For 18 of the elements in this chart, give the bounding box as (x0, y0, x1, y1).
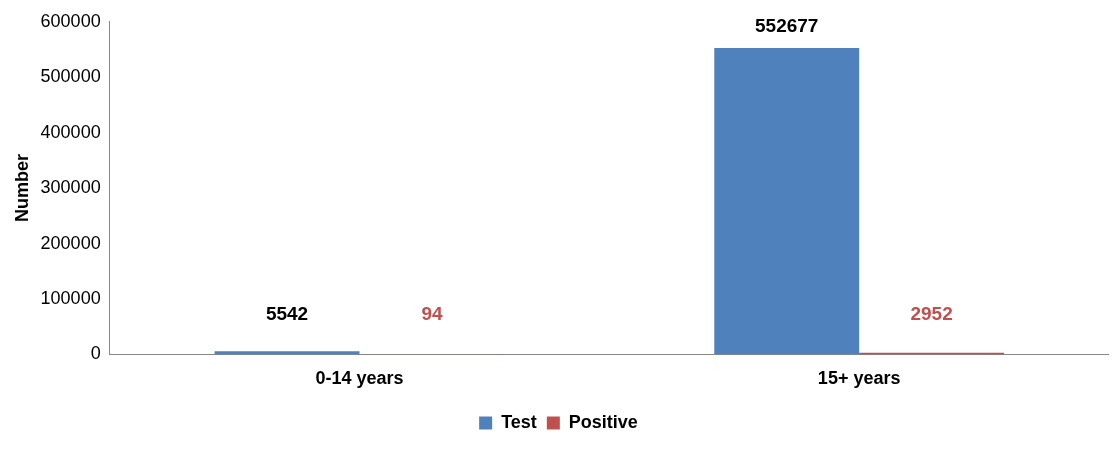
x-tick-label: 0-14 years (315, 368, 404, 389)
y-tick-label: 300000 (40, 177, 101, 198)
y-tick-label: 400000 (40, 121, 101, 142)
legend-label: Positive (568, 411, 638, 432)
data-label: 552677 (755, 14, 819, 36)
y-tick-label: 600000 (40, 10, 101, 31)
y-axis-title: Number (11, 154, 32, 223)
y-tick-label: 0 (90, 343, 101, 364)
legend-label: Test (501, 411, 537, 432)
y-tick-label: 100000 (40, 287, 101, 308)
bar (214, 351, 360, 355)
y-tick-label: 500000 (40, 66, 101, 87)
x-tick-label: 15+ years (817, 368, 901, 389)
data-label: 5542 (265, 303, 309, 325)
data-label: 2952 (910, 303, 953, 325)
bar (714, 48, 860, 355)
y-tick-label: 200000 (40, 232, 101, 253)
data-label: 94 (421, 303, 443, 325)
